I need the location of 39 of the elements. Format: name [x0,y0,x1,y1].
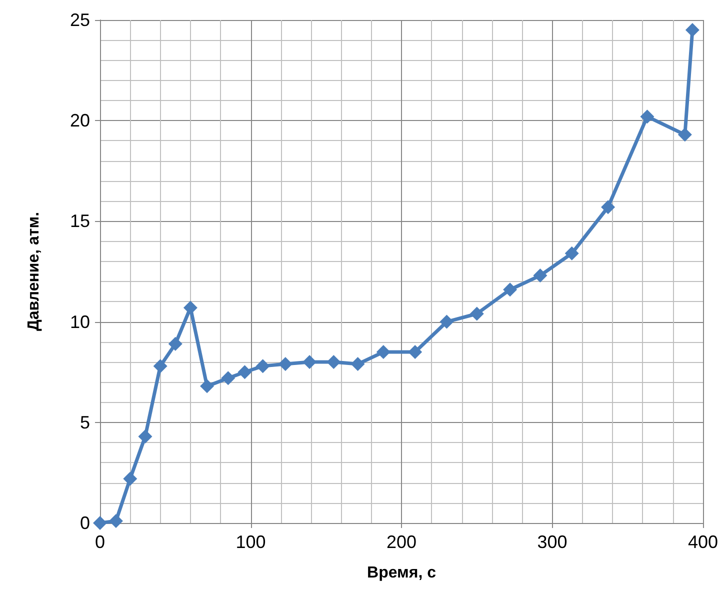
x-tick-label: 100 [236,532,266,552]
point [123,472,138,486]
point [326,355,341,370]
x-tick-label: 300 [537,532,568,552]
point [168,336,182,351]
x-tick-label: 400 [688,532,718,552]
point [564,246,579,260]
x-tick-label: 0 [94,532,106,552]
y-tick-label: 15 [70,211,90,232]
y-tick-label: 10 [70,312,90,332]
y-tick-label: 25 [70,10,90,30]
x-tick-label: 200 [386,532,417,552]
point [440,314,454,329]
point [138,429,152,444]
y-axis-title: Давление, атм. [26,212,42,332]
point [153,359,168,374]
x-axis-title: Время, с [367,564,436,582]
y-tick-label: 20 [70,110,90,131]
point [200,379,214,394]
point [503,282,518,297]
point [376,344,390,359]
y-tick-label: 0 [80,513,90,533]
point [678,128,692,142]
point [640,110,654,124]
point [238,365,252,380]
point [408,344,422,359]
point [221,371,236,386]
y-tick-label: 5 [80,412,90,432]
point [278,357,292,372]
point [256,359,270,374]
point [601,200,616,214]
point [685,23,700,38]
point [470,306,484,321]
point [93,516,107,530]
point [183,300,198,315]
point [302,355,317,370]
point [533,268,548,283]
point [350,357,365,372]
point [108,514,123,528]
